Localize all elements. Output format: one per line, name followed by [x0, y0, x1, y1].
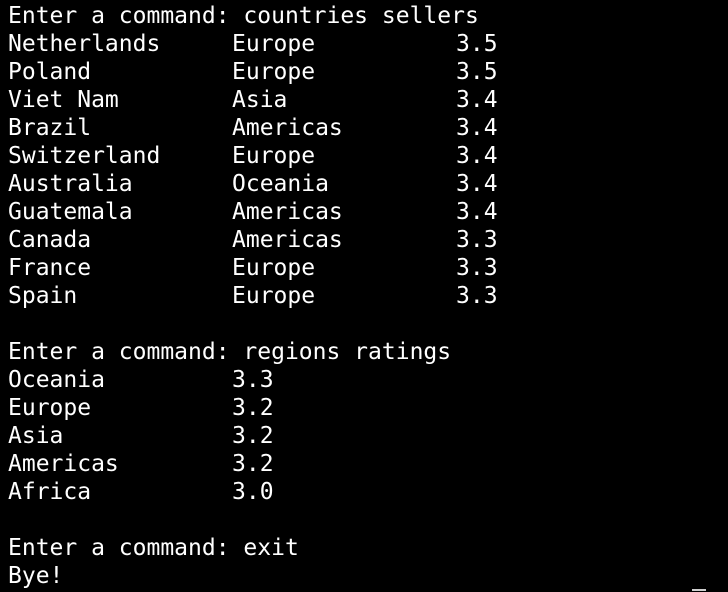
- table-row: France Europe 3.3: [8, 254, 728, 282]
- command-line: Enter a command: countries sellers: [8, 3, 479, 29]
- table-row: Spain Europe 3.3: [8, 282, 728, 310]
- region-cell: Americas: [232, 115, 343, 141]
- region-cell: Europe: [232, 31, 316, 57]
- rating-cell: 3.3: [456, 283, 498, 309]
- rating-cell: 3.2: [232, 451, 274, 477]
- country-cell: Australia: [8, 171, 133, 197]
- command-line: Enter a command: regions ratings: [8, 339, 452, 365]
- table-row: Viet Nam Asia 3.4: [8, 86, 728, 114]
- region-cell: Europe: [232, 283, 316, 309]
- rating-cell: 3.2: [232, 395, 274, 421]
- table-row: Switzerland Europe 3.4: [8, 142, 728, 170]
- region-cell: Europe: [232, 255, 316, 281]
- text-cursor: [692, 589, 706, 591]
- rating-cell: 3.4: [456, 199, 498, 225]
- table-row: Poland Europe 3.5: [8, 58, 728, 86]
- rating-cell: 3.4: [456, 171, 498, 197]
- region-cell: Europe: [232, 143, 316, 169]
- region-cell: Oceania: [8, 367, 105, 393]
- rating-cell: 3.3: [232, 367, 274, 393]
- region-cell: Asia: [232, 87, 288, 113]
- country-cell: Viet Nam: [8, 87, 119, 113]
- country-cell: Brazil: [8, 115, 92, 141]
- country-cell: Guatemala: [8, 199, 133, 225]
- region-cell: Africa: [8, 479, 92, 505]
- region-cell: Asia: [8, 423, 64, 449]
- rating-cell: 3.2: [232, 423, 274, 449]
- rating-cell: 3.3: [456, 227, 498, 253]
- table-row: Australia Oceania 3.4: [8, 170, 728, 198]
- country-cell: Spain: [8, 283, 78, 309]
- rating-cell: 3.4: [456, 87, 498, 113]
- command-line: Enter a command: exit: [8, 535, 299, 561]
- country-cell: Netherlands: [8, 31, 161, 57]
- region-cell: Europe: [8, 395, 92, 421]
- table-row: Africa 3.0: [8, 478, 728, 506]
- rating-cell: 3.5: [456, 31, 498, 57]
- country-cell: Poland: [8, 59, 92, 85]
- table-row: Asia 3.2: [8, 422, 728, 450]
- blank-line: [8, 310, 728, 338]
- country-cell: Switzerland: [8, 143, 161, 169]
- region-cell: Americas: [232, 227, 343, 253]
- country-cell: France: [8, 255, 92, 281]
- table-row: Europe 3.2: [8, 394, 728, 422]
- table-row: Americas 3.2: [8, 450, 728, 478]
- table-row: Canada Americas 3.3: [8, 226, 728, 254]
- region-cell: Americas: [8, 451, 119, 477]
- rating-cell: 3.5: [456, 59, 498, 85]
- table-row: Brazil Americas 3.4: [8, 114, 728, 142]
- region-cell: Americas: [232, 199, 343, 225]
- rating-cell: 3.3: [456, 255, 498, 281]
- table-row: Guatemala Americas 3.4: [8, 198, 728, 226]
- blank-line: [8, 506, 728, 534]
- rating-cell: 3.0: [232, 479, 274, 505]
- region-cell: Europe: [232, 59, 316, 85]
- region-cell: Oceania: [232, 171, 329, 197]
- rating-cell: 3.4: [456, 143, 498, 169]
- rating-cell: 3.4: [456, 115, 498, 141]
- country-cell: Canada: [8, 227, 92, 253]
- table-row: Netherlands Europe 3.5: [8, 30, 728, 58]
- table-row: Oceania 3.3: [8, 366, 728, 394]
- output-line: Bye!: [8, 563, 64, 589]
